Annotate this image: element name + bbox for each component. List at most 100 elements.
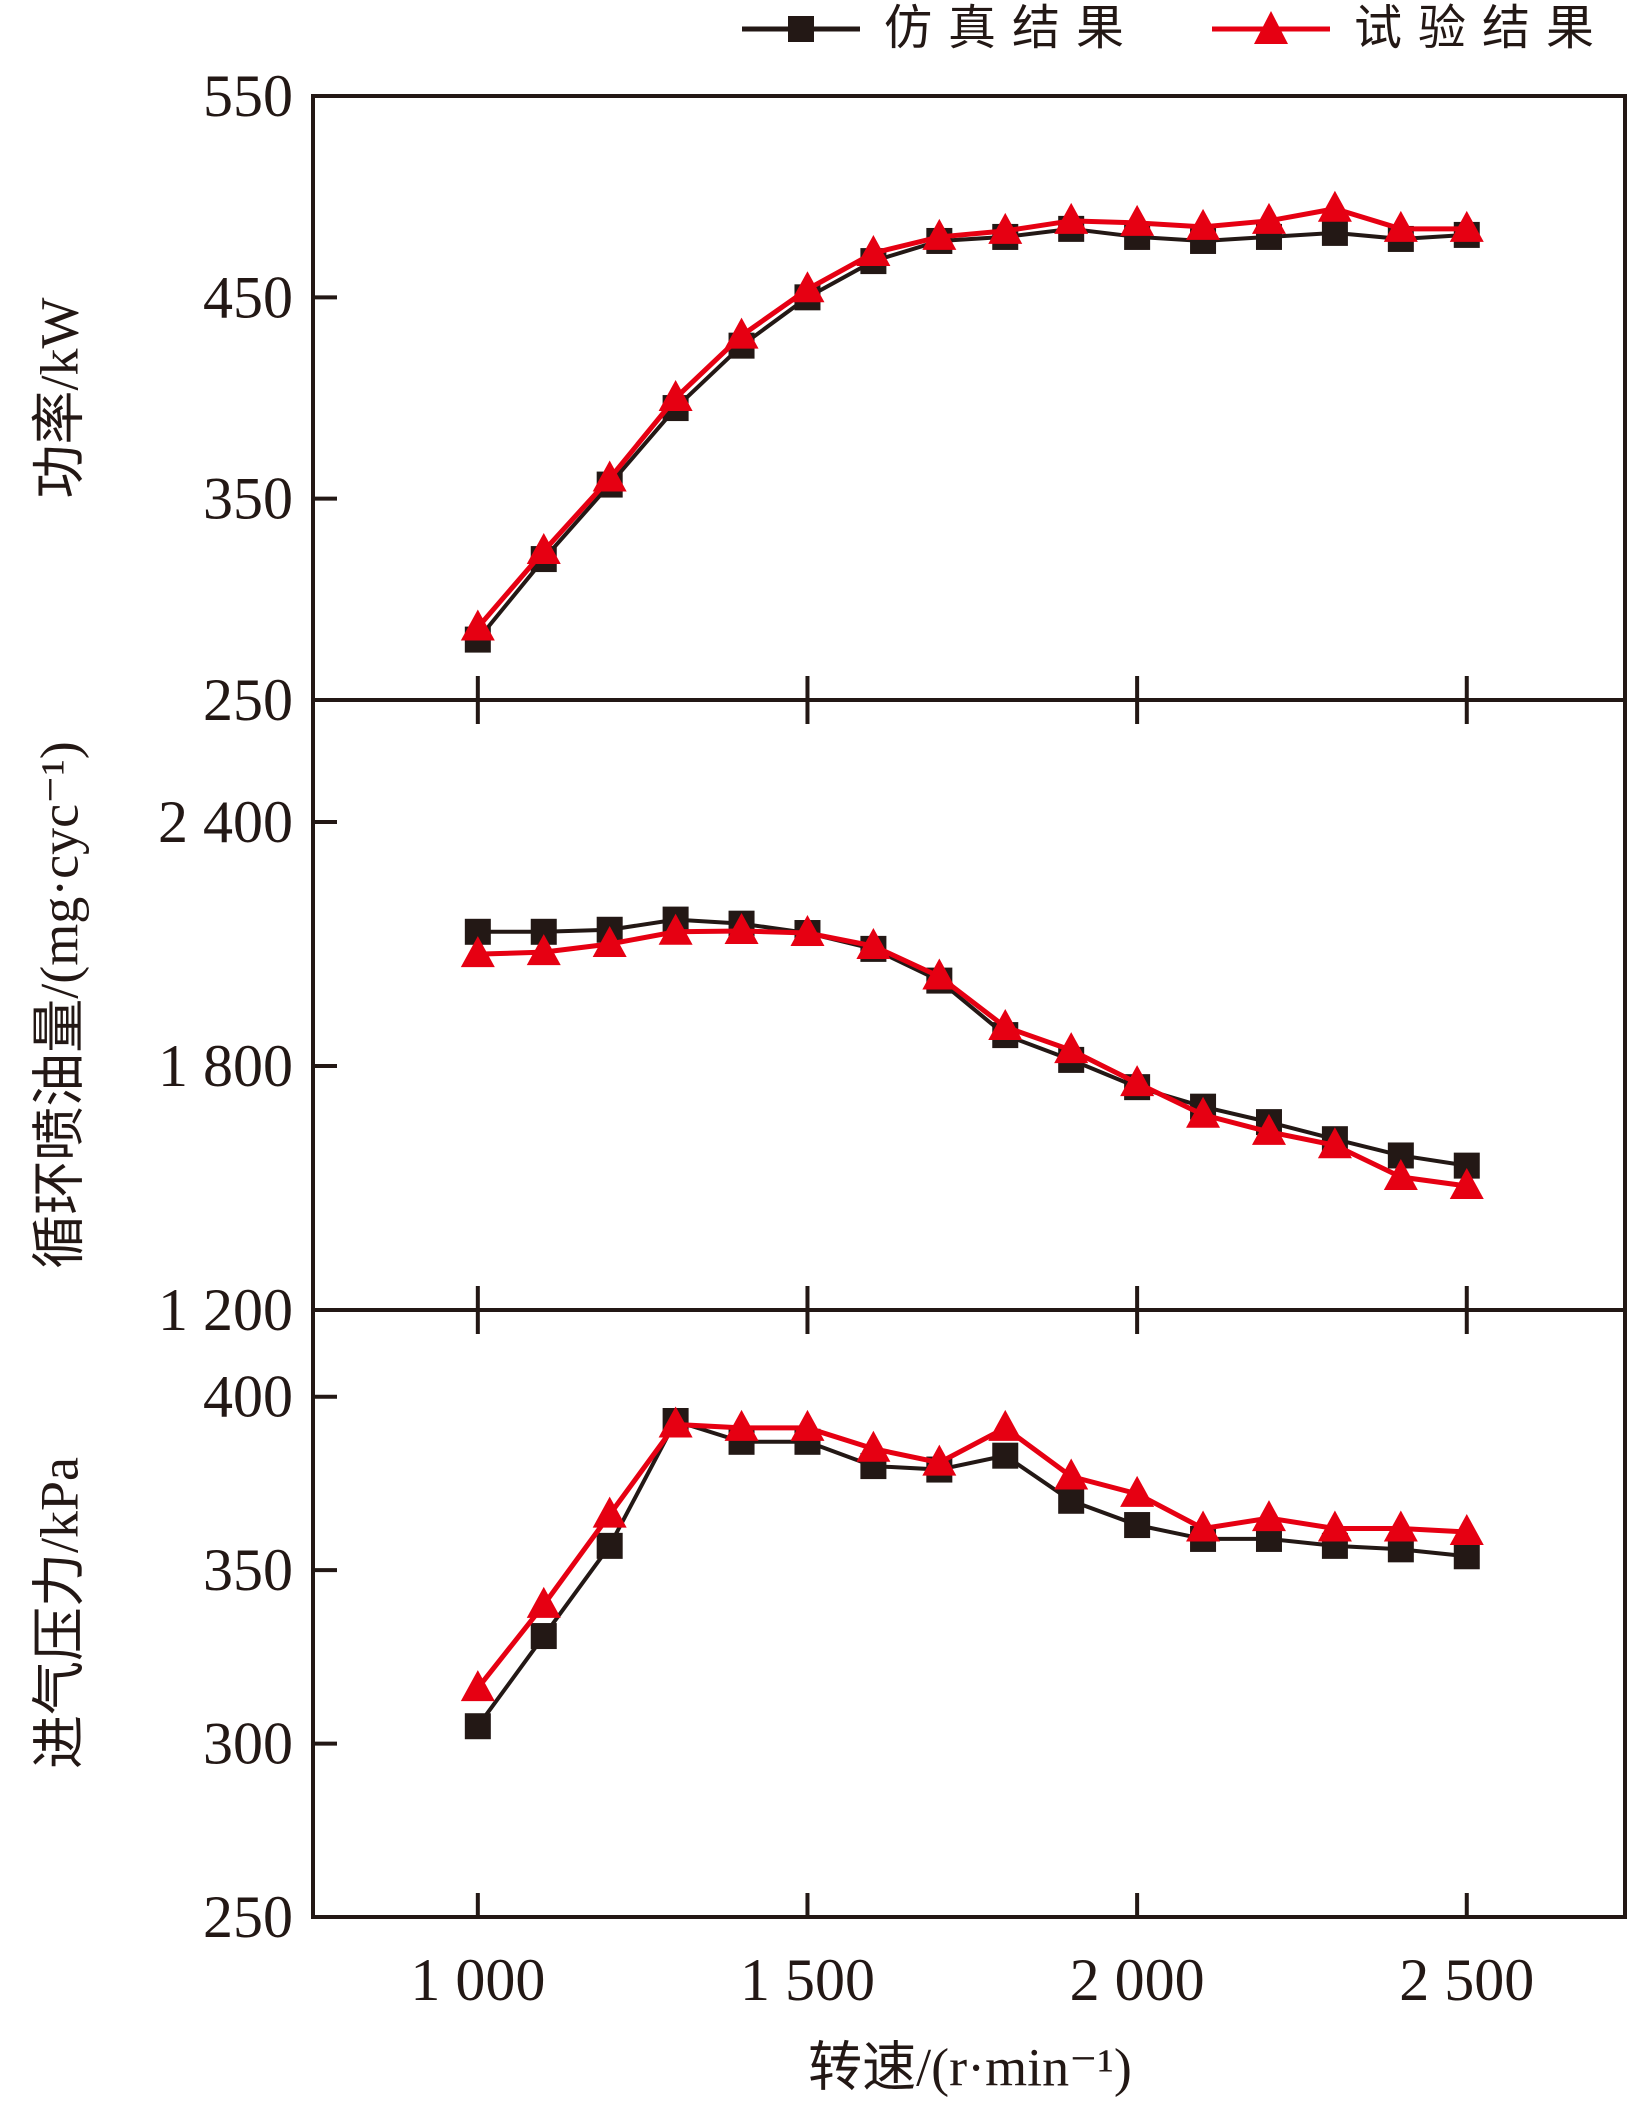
triangle-marker bbox=[526, 934, 561, 966]
y-tick-label-intake-pressure: 250 bbox=[203, 1884, 293, 1950]
series-line bbox=[475, 206, 1467, 630]
triangle-marker bbox=[1054, 1032, 1089, 1064]
square-marker bbox=[1124, 1512, 1151, 1539]
y-tick-label-power: 450 bbox=[203, 264, 293, 330]
triangle-marker bbox=[1186, 208, 1221, 240]
legend-label-test: 试验结果 bbox=[1354, 2, 1611, 55]
triangle-marker bbox=[1449, 210, 1484, 242]
series-test-intake-pressure bbox=[460, 1406, 1484, 1702]
square-marker bbox=[530, 1623, 557, 1650]
panel-border-power bbox=[311, 94, 1627, 702]
series-line bbox=[475, 1421, 1467, 1690]
legend-item-test: 试验结果 bbox=[1212, 4, 1610, 54]
triangle-marker bbox=[526, 533, 561, 565]
triangle-marker bbox=[1251, 1500, 1286, 1532]
triangle-marker bbox=[1383, 210, 1418, 242]
triangle-marker bbox=[658, 1406, 693, 1438]
triangle-marker bbox=[1449, 1513, 1484, 1545]
triangle-marker bbox=[988, 1008, 1023, 1040]
y-tick-label-intake-pressure: 400 bbox=[203, 1364, 293, 1430]
triangle-marker bbox=[1120, 204, 1155, 236]
triangle-marker bbox=[592, 460, 627, 492]
x-tick-label: 1 000 bbox=[410, 1947, 545, 2013]
triangle-marker bbox=[988, 1409, 1023, 1441]
panel-border-intake-pressure bbox=[311, 1308, 1627, 1919]
y-tick-label-intake-pressure: 350 bbox=[203, 1537, 293, 1603]
triangle-marker bbox=[1251, 202, 1286, 234]
legend-label-simulation: 仿真结果 bbox=[884, 2, 1141, 55]
legend-triangle-test bbox=[1254, 11, 1288, 44]
triangle-marker bbox=[460, 936, 495, 968]
triangle-marker bbox=[1054, 1458, 1089, 1490]
triangle-marker bbox=[592, 926, 627, 957]
x-tick-label: 1 500 bbox=[740, 1947, 875, 2013]
legend-marker-simulation-icon bbox=[742, 16, 860, 42]
y-axis-title-power: 功率/kW bbox=[29, 297, 90, 499]
panel-intake-pressure: 250 300 350 400 bbox=[203, 1308, 1627, 1950]
square-marker bbox=[464, 1713, 491, 1740]
triangle-marker bbox=[460, 609, 495, 641]
triangle-marker bbox=[460, 1670, 495, 1702]
legend-square-simulation bbox=[788, 16, 814, 42]
series-test-power bbox=[460, 190, 1484, 641]
triangle-marker bbox=[856, 235, 891, 267]
triangle-marker bbox=[790, 1409, 825, 1441]
triangle-marker bbox=[1317, 190, 1352, 222]
triangle-marker bbox=[1383, 1510, 1418, 1542]
triangle-marker bbox=[790, 915, 825, 947]
triangle-marker bbox=[988, 212, 1023, 244]
series-simulation-intake-pressure bbox=[464, 1407, 1480, 1740]
square-marker bbox=[992, 1442, 1019, 1469]
series-line bbox=[476, 1418, 1467, 1728]
series-line bbox=[477, 917, 1468, 1168]
y-axis-title-pressure: 进气压力/kPa bbox=[29, 1456, 90, 1770]
triangle-marker bbox=[1251, 1113, 1286, 1145]
triangle-marker bbox=[724, 317, 759, 349]
triangle-marker bbox=[922, 218, 957, 250]
triangle-marker bbox=[724, 912, 759, 944]
x-tick-label: 2 500 bbox=[1399, 1947, 1534, 2013]
triangle-marker bbox=[1186, 1096, 1221, 1128]
y-axis-title-fuel: 循环喷油量/(mg·cyc⁻¹) bbox=[29, 741, 90, 1269]
y-tick-label-intake-pressure: 300 bbox=[203, 1711, 293, 1777]
triangle-marker bbox=[1317, 1127, 1352, 1159]
triangle-marker bbox=[1186, 1510, 1221, 1542]
y-tick-label-fuel-per-cycle: 2 400 bbox=[158, 789, 293, 855]
triangle-marker bbox=[658, 913, 693, 945]
y-tick-label-power: 550 bbox=[203, 63, 293, 129]
series-line bbox=[476, 226, 1467, 641]
triangle-marker bbox=[724, 1409, 759, 1441]
y-tick-label-power: 250 bbox=[203, 667, 293, 733]
x-axis-title: 转速/(r·min⁻¹) bbox=[808, 2037, 1132, 2098]
triangle-marker bbox=[1317, 1510, 1352, 1542]
triangle-marker bbox=[1120, 1065, 1155, 1097]
legend: 仿真结果 试验结果 bbox=[0, 0, 1635, 58]
triangle-marker bbox=[922, 1444, 957, 1476]
square-marker bbox=[1453, 1543, 1480, 1570]
triangle-marker bbox=[526, 1586, 561, 1618]
triangle-marker bbox=[1120, 1475, 1155, 1507]
triangle-marker bbox=[790, 271, 825, 303]
triangle-marker bbox=[856, 928, 891, 960]
panel-power: 250 350 450 550 bbox=[203, 63, 1627, 733]
triangle-marker bbox=[658, 380, 693, 411]
triangle-marker bbox=[1383, 1159, 1418, 1191]
series-simulation-power bbox=[464, 215, 1480, 653]
triangle-marker bbox=[922, 958, 957, 990]
triangle-marker bbox=[592, 1496, 627, 1528]
triangle-marker bbox=[856, 1430, 891, 1462]
legend-item-simulation: 仿真结果 bbox=[742, 4, 1140, 54]
panel-fuel-per-cycle: 1 200 1 800 2 400 bbox=[158, 698, 1627, 1343]
square-marker bbox=[1058, 1487, 1085, 1514]
square-marker bbox=[1321, 219, 1348, 246]
triangle-marker bbox=[1054, 202, 1089, 234]
series-line bbox=[477, 928, 1468, 1189]
x-tick-label: 2 000 bbox=[1070, 1947, 1205, 2013]
series-test-fuel-per-cycle bbox=[460, 912, 1484, 1199]
triangle-marker bbox=[1449, 1167, 1484, 1199]
square-marker bbox=[596, 1532, 623, 1559]
y-tick-label-power: 350 bbox=[203, 466, 293, 532]
y-tick-label-fuel-per-cycle: 1 800 bbox=[158, 1033, 293, 1099]
